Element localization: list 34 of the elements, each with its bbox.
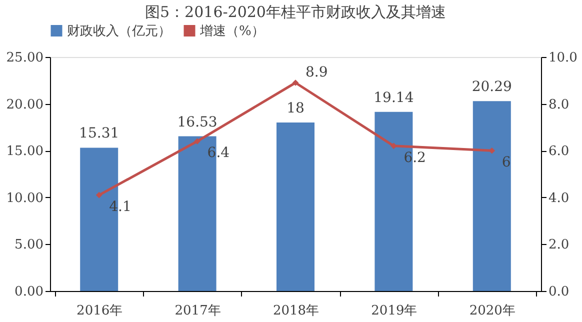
point xyxy=(390,142,397,150)
point xyxy=(292,80,299,86)
y2-tick-label: 4.0 xyxy=(548,190,570,206)
y2-tick-label: 8.0 xyxy=(548,97,570,112)
y-tick-label: 20.00 xyxy=(6,97,44,112)
point xyxy=(96,192,102,198)
legend-label: 增速（%） xyxy=(199,24,264,39)
x-tick-label: 2016年 xyxy=(76,304,123,318)
bar xyxy=(276,122,314,291)
y2-tick-label: 6.0 xyxy=(548,144,570,160)
x-tick-label: 2019年 xyxy=(371,304,418,318)
x-tick-label: 2018年 xyxy=(272,304,320,318)
point xyxy=(194,138,200,144)
x-tick-label: 2017年 xyxy=(174,304,221,318)
data-label: 20.29 xyxy=(472,79,512,96)
y-tick-label: 0.00 xyxy=(14,284,44,300)
chart-title: 图5：2016-2020年桂平市财政收入及其增速 xyxy=(145,3,446,21)
bar xyxy=(472,101,511,291)
data-label: 18 xyxy=(286,100,304,117)
y-tick-label: 10.00 xyxy=(6,190,44,206)
y2-tick-label: 10.0 xyxy=(548,50,578,66)
data-label: 16.53 xyxy=(177,114,218,130)
y2-tick-label: 0.0 xyxy=(548,284,570,300)
x-tick-label: 2020年 xyxy=(469,304,516,318)
y-tick-label: 5.00 xyxy=(14,238,44,253)
data-label: 8.9 xyxy=(306,64,328,81)
point xyxy=(488,147,496,154)
y-tick-label: 25.00 xyxy=(6,50,44,66)
data-label: 6 xyxy=(502,154,511,171)
y-tick-label: 15.00 xyxy=(6,144,44,160)
data-label: 15.31 xyxy=(79,126,120,142)
data-label: 19.14 xyxy=(374,90,414,106)
legend-label: 财政收入（亿元） xyxy=(67,24,171,39)
y2-tick-label: 2.0 xyxy=(548,238,570,253)
